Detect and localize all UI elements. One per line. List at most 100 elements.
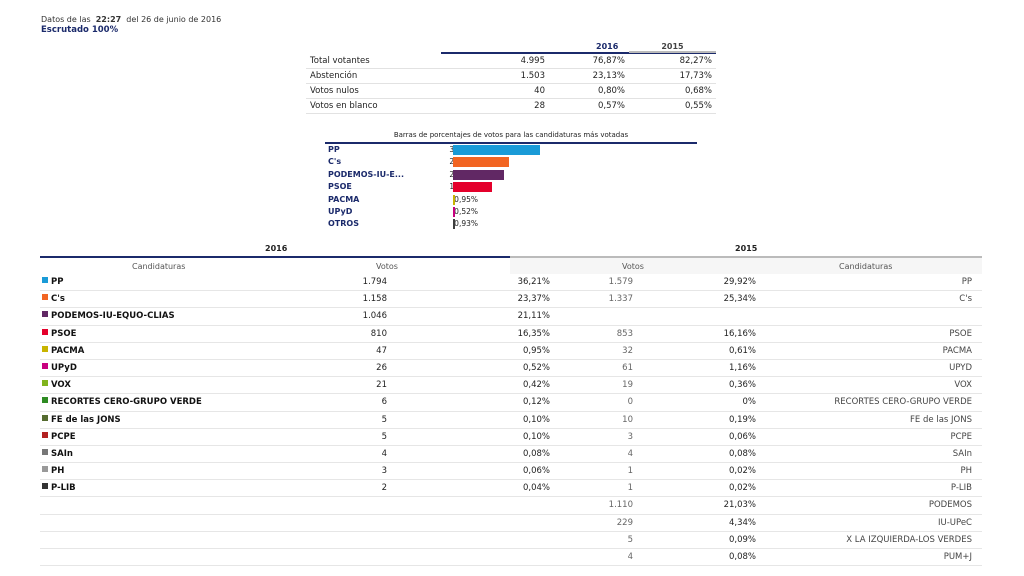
summary-row: Votos en blanco 28 0,57% 0,55% bbox=[306, 98, 716, 114]
table-row: PODEMOS-IU-EQUO-CLIAS 1.046 21,11% bbox=[40, 308, 982, 326]
party-name-2016: RECORTES CERO-GRUPO VERDE bbox=[51, 397, 202, 408]
summary-votes: 40 bbox=[441, 83, 549, 99]
votes-2015: 1.337 bbox=[608, 294, 633, 305]
chart-bars: PP36,21%C's23,37%PODEMOS-IU-E...21,11%PS… bbox=[325, 144, 697, 231]
bar-value: 0,95% bbox=[454, 194, 478, 204]
vote-percentage-chart: Barras de porcentajes de votos para las … bbox=[325, 131, 697, 231]
table-row: PP 1.794 36,21% 1.579 29,92% PP bbox=[40, 274, 982, 292]
votes-2016: 4 bbox=[381, 448, 387, 459]
summary-label: Total votantes bbox=[306, 53, 441, 69]
party-name-2015: VOX bbox=[954, 380, 972, 391]
bar-label: PODEMOS-IU-E... bbox=[328, 169, 404, 179]
party-color-swatch bbox=[42, 294, 48, 301]
votes-2016: 21 bbox=[376, 380, 387, 391]
pct-2016: 0,04% bbox=[522, 483, 550, 494]
party-name-2015: PCPE bbox=[950, 431, 972, 442]
summary-row: Abstención 1.503 23,13% 17,73% bbox=[306, 68, 716, 84]
party-name-2015: RECORTES CERO-GRUPO VERDE bbox=[834, 397, 972, 408]
table-row: FE de las JONS 5 0,10% 10 0,19% FE de las JON… bbox=[40, 412, 982, 429]
pct-2015: 0,02% bbox=[728, 483, 756, 494]
chart-divider bbox=[325, 142, 697, 144]
pct-2015: 0,02% bbox=[728, 466, 756, 477]
pct-2016: 36,21% bbox=[517, 277, 550, 287]
summary-label: Abstención bbox=[306, 68, 441, 84]
votes-2015: 4 bbox=[627, 448, 633, 459]
votes-2015: 1.110 bbox=[608, 500, 633, 511]
bar-row: UPyD 0,52% bbox=[325, 206, 697, 218]
party-name-2016: SAIn bbox=[51, 448, 73, 459]
pct-2015: 0,08% bbox=[728, 448, 756, 459]
party-name-2015: IU-UPeC bbox=[937, 517, 972, 528]
party-name-2016: VOX bbox=[51, 380, 71, 391]
votes-2015: 0 bbox=[627, 397, 633, 408]
summary-pct-2015: 0,55% bbox=[629, 98, 716, 114]
votes-2016: 2 bbox=[381, 483, 387, 494]
party-name-2016: PH bbox=[51, 466, 65, 477]
results-year-2015: 2015 bbox=[735, 244, 758, 253]
table-row: PCPE 5 0,10% 3 0,06% PCPE bbox=[40, 429, 982, 446]
summary-row: Total votantes 4.995 76,87% 82,27% bbox=[306, 53, 716, 69]
summary-pct: 0,80% bbox=[549, 83, 629, 99]
pct-2015: 0,09% bbox=[728, 534, 756, 545]
table-row: PACMA 47 0,95% 32 0,61% PACMA bbox=[40, 343, 982, 360]
summary-pct-2015: 82,27% bbox=[629, 53, 716, 69]
bar bbox=[453, 169, 504, 180]
table-row: 1.110 21,03% PODEMOS bbox=[40, 497, 982, 515]
party-color-swatch bbox=[42, 277, 48, 283]
col-votos-2015: Votos bbox=[622, 262, 644, 271]
summary-row: Votos nulos 40 0,80% 0,68% bbox=[306, 83, 716, 99]
party-color-swatch bbox=[42, 431, 48, 438]
results-years: 2016 2015 bbox=[40, 242, 982, 256]
bar-label: OTROS bbox=[328, 219, 359, 229]
party-name-2016: UPyD bbox=[51, 362, 77, 373]
results-column-headers: Candidaturas Votos Votos Candidaturas bbox=[40, 256, 982, 274]
pct-2015: 0,08% bbox=[728, 552, 756, 562]
party-name-2016: P-LIB bbox=[51, 483, 76, 494]
votes-2015: 10 bbox=[622, 414, 633, 425]
bar-label: PSOE bbox=[328, 182, 352, 192]
votes-2015: 1 bbox=[627, 483, 633, 494]
party-name-2015: PH bbox=[960, 466, 972, 477]
votes-2015: 61 bbox=[622, 362, 633, 373]
summary-pct-2015: 0,68% bbox=[629, 83, 716, 99]
pct-2016: 0,52% bbox=[522, 362, 550, 373]
party-name-2015: UPYD bbox=[949, 362, 972, 373]
votes-2016: 5 bbox=[381, 414, 387, 425]
votes-2016: 5 bbox=[381, 431, 387, 442]
bar-row: PODEMOS-IU-E...21,11% bbox=[325, 169, 697, 181]
pct-2015: 0,06% bbox=[728, 431, 756, 442]
report-header: Datos de las 22:27 del 26 de junio de 20… bbox=[41, 14, 221, 36]
summary-votes: 28 bbox=[441, 98, 549, 114]
votes-2016: 810 bbox=[370, 328, 387, 339]
party-name-2016: PODEMOS-IU-EQUO-CLIAS bbox=[51, 311, 175, 322]
bar-label: PACMA bbox=[328, 194, 360, 204]
bar-value: 0,93% bbox=[454, 219, 478, 229]
bar-value: 0,52% bbox=[454, 206, 478, 216]
party-color-swatch bbox=[42, 414, 48, 421]
data-timestamp: Datos de las 22:27 del 26 de junio de 20… bbox=[41, 14, 221, 25]
votes-2016: 26 bbox=[376, 362, 387, 373]
pct-2015: 0,36% bbox=[728, 380, 756, 391]
party-name-2016: FE de las JONS bbox=[51, 414, 121, 425]
votes-2016: 47 bbox=[376, 345, 387, 356]
party-name-2016: PP bbox=[51, 277, 64, 287]
bar bbox=[453, 219, 456, 230]
bar-row: PP36,21% bbox=[325, 144, 697, 156]
header-2016: Candidaturas Votos bbox=[40, 256, 510, 274]
pct-2016: 0,10% bbox=[522, 431, 550, 442]
col-votos: Votos bbox=[376, 262, 398, 271]
table-row: UPyD 26 0,52% 61 1,16% UPYD bbox=[40, 360, 982, 378]
bar bbox=[453, 182, 493, 193]
pct-2015: 0,61% bbox=[728, 345, 756, 356]
pct-2016: 0,12% bbox=[522, 397, 550, 408]
votes-2015: 32 bbox=[622, 345, 633, 356]
votes-2015: 5 bbox=[627, 534, 633, 545]
pct-2016: 21,11% bbox=[517, 311, 550, 322]
bar bbox=[453, 194, 456, 205]
bar bbox=[453, 157, 510, 168]
summary-label: Votos en blanco bbox=[306, 98, 441, 114]
pct-2016: 0,42% bbox=[522, 380, 550, 391]
pct-2015: 1,16% bbox=[728, 362, 756, 373]
party-color-swatch bbox=[42, 448, 48, 455]
pct-2015: 0,19% bbox=[728, 414, 756, 425]
